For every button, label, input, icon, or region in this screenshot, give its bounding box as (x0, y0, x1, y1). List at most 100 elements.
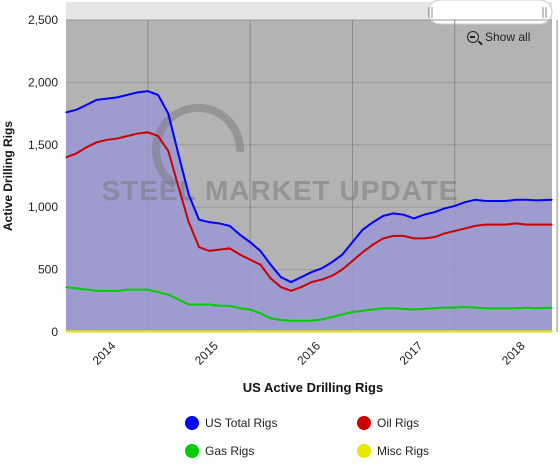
data-point-oil-rigs (137, 132, 139, 135)
data-point-gas-rigs (229, 305, 231, 307)
data-point-misc-rigs (116, 330, 118, 332)
data-point-us-total-rigs (96, 99, 98, 101)
zoom-out-icon (467, 31, 479, 43)
data-point-misc-rigs (551, 330, 553, 332)
legend-label: Gas Rigs (205, 444, 255, 458)
data-point-oil-rigs (392, 235, 395, 237)
data-point-misc-rigs (413, 330, 415, 332)
legend-item-gas-rigs[interactable]: Gas Rigs (185, 444, 254, 458)
data-point-us-total-rigs (525, 199, 528, 201)
data-point-oil-rigs (403, 235, 405, 237)
data-point-misc-rigs (137, 330, 139, 332)
data-point-us-total-rigs (229, 225, 231, 227)
x-tick-label: 2015 (192, 339, 221, 368)
data-point-misc-rigs (423, 330, 425, 332)
data-point-gas-rigs (372, 308, 374, 311)
data-point-us-total-rigs (75, 109, 77, 111)
data-point-oil-rigs (321, 278, 323, 281)
data-point-us-total-rigs (167, 113, 169, 115)
data-point-oil-rigs (351, 260, 354, 262)
data-point-us-total-rigs (551, 199, 553, 201)
data-point-misc-rigs (85, 330, 88, 332)
data-point-misc-rigs (126, 330, 128, 332)
data-point-oil-rigs (443, 232, 446, 235)
data-point-oil-rigs (372, 244, 374, 246)
data-point-gas-rigs (249, 308, 251, 311)
data-point-us-total-rigs (208, 221, 210, 223)
data-point-misc-rigs (290, 330, 292, 332)
data-point-gas-rigs (351, 311, 354, 313)
data-point-us-total-rigs (382, 215, 384, 217)
show-all-button[interactable]: Show all (467, 30, 530, 44)
data-point-oil-rigs (218, 249, 221, 251)
data-point-oil-rigs (96, 141, 98, 143)
data-point-us-total-rigs (310, 271, 313, 273)
data-point-misc-rigs (239, 330, 241, 332)
data-point-us-total-rigs (137, 91, 139, 93)
legend-marker-icon (357, 444, 371, 458)
legend-item-us-total-rigs[interactable]: US Total Rigs (185, 416, 277, 430)
data-point-oil-rigs (382, 237, 384, 239)
data-point-misc-rigs (331, 330, 333, 332)
data-point-us-total-rigs (270, 264, 272, 266)
data-point-oil-rigs (474, 225, 476, 227)
x-tick-label: 2016 (294, 339, 323, 368)
x-axis-label: US Active Drilling Rigs (243, 380, 383, 395)
data-point-oil-rigs (331, 275, 333, 277)
data-point-oil-rigs (85, 146, 88, 148)
data-point-oil-rigs (75, 152, 77, 155)
y-tick-label: 0 (51, 325, 58, 339)
data-point-us-total-rigs (249, 241, 251, 243)
data-point-gas-rigs (464, 306, 466, 308)
data-point-misc-rigs (270, 330, 272, 332)
data-point-gas-rigs (536, 307, 538, 309)
series-line-oil-rigs (65, 131, 552, 292)
data-point-gas-rigs (116, 290, 118, 292)
legend: US Total Rigs Oil Rigs Gas Rigs Misc Rig… (0, 412, 560, 462)
data-point-us-total-rigs (464, 201, 466, 203)
legend-item-oil-rigs[interactable]: Oil Rigs (357, 416, 419, 430)
data-point-us-total-rigs (536, 199, 538, 201)
data-point-gas-rigs (525, 307, 528, 309)
data-point-gas-rigs (188, 303, 190, 306)
data-point-us-total-rigs (239, 234, 241, 236)
y-tick-label: 500 (38, 263, 58, 277)
data-point-oil-rigs (290, 290, 292, 292)
data-point-oil-rigs (362, 251, 364, 253)
data-point-gas-rigs (270, 317, 272, 319)
data-point-gas-rigs (341, 313, 343, 316)
data-point-gas-rigs (167, 293, 169, 296)
y-tick-label: 2,000 (28, 75, 58, 89)
data-point-misc-rigs (147, 330, 149, 332)
data-point-oil-rigs (126, 135, 128, 137)
data-point-oil-rigs (147, 131, 149, 133)
data-point-us-total-rigs (484, 200, 487, 202)
data-point-us-total-rigs (177, 154, 180, 156)
data-point-gas-rigs (433, 307, 435, 309)
data-point-misc-rigs (208, 330, 210, 332)
data-point-gas-rigs (218, 305, 221, 307)
data-point-gas-rigs (474, 307, 476, 309)
legend-item-misc-rigs[interactable]: Misc Rigs (357, 444, 429, 458)
data-point-gas-rigs (331, 316, 333, 318)
legend-marker-icon (185, 444, 199, 458)
data-point-oil-rigs (454, 230, 456, 232)
data-point-us-total-rigs (147, 90, 149, 92)
data-point-oil-rigs (198, 246, 200, 248)
data-point-misc-rigs (229, 330, 231, 332)
data-point-misc-rigs (106, 330, 108, 332)
data-point-misc-rigs (259, 330, 261, 332)
data-point-gas-rigs (362, 310, 364, 312)
data-point-us-total-rigs (321, 267, 323, 269)
y-axis-label: Active Drilling Rigs (1, 121, 15, 231)
data-point-gas-rigs (382, 307, 384, 309)
data-point-us-total-rigs (218, 222, 221, 225)
data-point-misc-rigs (495, 330, 497, 332)
data-point-us-total-rigs (341, 254, 343, 256)
area-fill-us-total-rigs (66, 91, 552, 332)
data-point-us-total-rigs (372, 221, 374, 223)
x-tick-label: 2017 (397, 339, 426, 368)
navigator-range-selector[interactable] (427, 0, 553, 25)
data-point-us-total-rigs (331, 261, 333, 263)
